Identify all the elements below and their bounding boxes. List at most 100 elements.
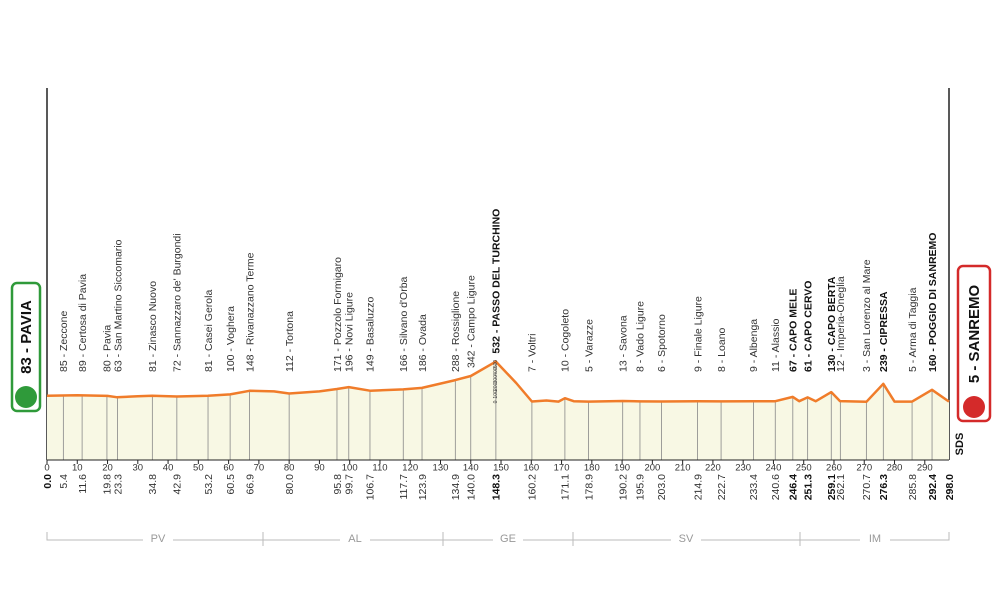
waypoint-km: 134.9	[450, 474, 462, 500]
waypoint-name: 89 - Certosa di Pavia	[77, 274, 89, 372]
waypoint-name: 8 - Loano	[716, 327, 728, 372]
waypoint-km: 5.4	[58, 474, 70, 489]
x-tick-label: 20	[102, 463, 113, 474]
waypoint-name: 63 - San Martino Siccomario	[112, 239, 124, 372]
waypoint-km: 53.2	[203, 474, 215, 495]
waypoint-km: 262.1	[835, 474, 847, 500]
waypoint-name: 532 - PASSO DEL TURCHINO	[491, 209, 503, 354]
waypoint-name: 148 - Rivanazzano Terme	[244, 252, 256, 372]
x-tick-label: 220	[705, 463, 721, 474]
profile-line	[46, 360, 950, 404]
region-gap	[143, 531, 173, 545]
waypoint-name: 239 - CIPRESSA	[878, 291, 890, 372]
x-tick-label: 40	[163, 463, 174, 474]
finish-km: 298.0	[944, 474, 956, 500]
waypoint-name: 112 - Tortona	[284, 311, 296, 372]
waypoint-km: 259.1	[826, 474, 838, 500]
x-tick-label: 230	[735, 463, 751, 474]
region-gap	[340, 531, 370, 545]
waypoint-km: 292.4	[927, 474, 939, 500]
x-tick-label: 80	[284, 463, 295, 474]
x-tick-label: 0	[44, 463, 49, 474]
x-tick-label: 10	[72, 463, 83, 474]
x-tick-label: 200	[644, 463, 660, 474]
waypoint-km: 178.9	[583, 474, 595, 500]
y-tick-label: 200	[493, 382, 499, 391]
waypoint-name: 171 - Pozzolo Formigaro	[332, 257, 344, 372]
start-km: 0.0	[42, 474, 54, 489]
waypoint-name: 160 - POGGIO DI SANREMO	[927, 233, 939, 372]
x-tick-label: 150	[493, 463, 509, 474]
x-tick-label: 90	[314, 463, 325, 474]
waypoint-name: 6 - Spotorno	[656, 314, 668, 372]
waypoint-km: 19.8	[102, 474, 114, 495]
y-tick-label: 0	[493, 400, 499, 403]
y-tick-label: 100	[493, 390, 499, 399]
waypoint-km: 195.9	[635, 474, 647, 500]
waypoint-name: 85 - Zeccone	[58, 311, 70, 372]
waypoint-km: 203.0	[656, 474, 668, 500]
waypoint-km: 34.8	[147, 474, 159, 495]
waypoint-name: 61 - CAPO CERVO	[802, 281, 814, 372]
waypoint-km: 106.7	[365, 474, 377, 500]
waypoint-km: 160.2	[527, 474, 539, 500]
x-tick-label: 130	[433, 463, 449, 474]
x-tick-label: 60	[223, 463, 234, 474]
waypoint-name: 7 - Voltri	[527, 333, 539, 372]
waypoint-name: 81 - Casei Gerola	[203, 290, 215, 372]
region-label: SV	[679, 533, 694, 545]
region-gap	[860, 531, 890, 545]
x-tick-label: 290	[917, 463, 933, 474]
start-box	[10, 281, 42, 413]
x-tick-label: 250	[796, 463, 812, 474]
waypoint-km: 171.1	[560, 474, 572, 500]
profile-area	[47, 361, 949, 460]
finish-box	[956, 264, 992, 423]
waypoint-name: 342 - Campo Ligure	[466, 275, 478, 368]
x-tick-label: 30	[133, 463, 144, 474]
y-tick-label: 500	[493, 360, 499, 369]
waypoint-km: 233.4	[748, 474, 760, 500]
waypoint-name: 3 - San Lorenzo al Mare	[861, 259, 873, 372]
logo: SDS	[954, 433, 966, 456]
x-tick-label: 140	[463, 463, 479, 474]
waypoint-km: 117.7	[398, 474, 410, 500]
waypoint-km: 270.7	[861, 474, 873, 500]
x-tick-label: 270	[856, 463, 872, 474]
region-label: PV	[151, 533, 166, 545]
waypoint-km: 251.3	[802, 474, 814, 500]
waypoint-km: 140.0	[466, 474, 478, 500]
waypoint-name: 100 - Voghera	[225, 306, 237, 372]
waypoint-name: 72 - Sannazzaro de' Burgondi	[172, 233, 184, 372]
waypoint-name: 149 - Basaluzzo	[365, 297, 377, 372]
y-tick-label: 300	[493, 375, 499, 384]
waypoint-km: 222.7	[716, 474, 728, 500]
waypoint-km: 240.6	[770, 474, 782, 500]
x-tick-label: 50	[193, 463, 204, 474]
waypoint-km: 80.0	[284, 474, 296, 495]
x-tick-label: 70	[254, 463, 265, 474]
waypoint-km: 285.8	[907, 474, 919, 500]
x-tick-label: 160	[523, 463, 539, 474]
waypoint-name: 81 - Zinasco Nuovo	[147, 281, 159, 372]
region-label: GE	[500, 533, 516, 545]
start-icon	[15, 386, 37, 408]
waypoint-km: 42.9	[172, 474, 184, 495]
waypoint-name: 5 - Arma di Taggia	[907, 287, 919, 372]
waypoint-km: 190.2	[617, 474, 629, 500]
finish-icon	[963, 396, 985, 418]
waypoint-name: 11 - Alassio	[770, 318, 782, 372]
x-tick-label: 190	[614, 463, 630, 474]
x-tick-label: 260	[826, 463, 842, 474]
x-tick-label: 100	[342, 463, 358, 474]
region-gap	[671, 531, 701, 545]
waypoint-name: 196 - Novi Ligure	[344, 292, 356, 372]
x-tick-label: 280	[887, 463, 903, 474]
start-label: 83 - PAVIA	[18, 300, 35, 374]
waypoint-name: 12 - Imperia-Oneglia	[835, 276, 847, 372]
waypoint-km: 276.3	[878, 474, 890, 500]
waypoint-name: 166 - Silvano d'Orba	[398, 276, 410, 372]
x-tick-label: 240	[766, 463, 782, 474]
